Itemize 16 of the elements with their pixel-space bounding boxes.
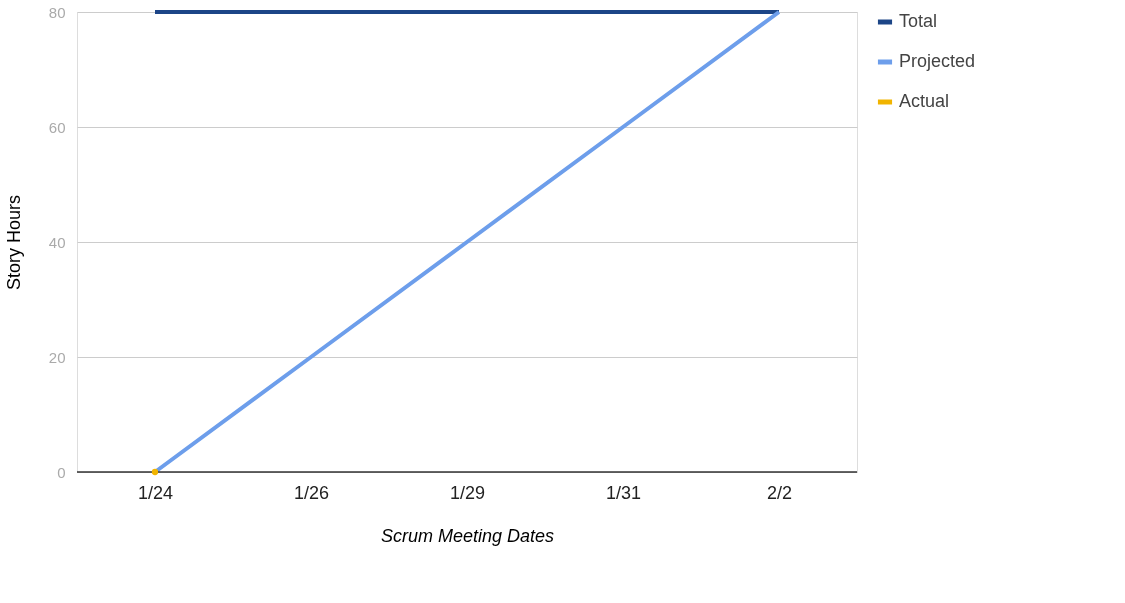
- x-axis-title: Scrum Meeting Dates: [380, 525, 555, 546]
- y-tick-label: 80: [48, 3, 66, 21]
- x-tick-label: 2/2: [766, 482, 793, 503]
- x-tick-label: 1/24: [137, 482, 174, 503]
- x-tick-label: 1/29: [449, 482, 486, 503]
- y-tick-label: 0: [57, 463, 66, 481]
- y-tick-label: 20: [48, 348, 66, 366]
- legend-label: Total: [899, 11, 938, 31]
- y-tick-label: 60: [48, 118, 66, 136]
- x-tick-label: 1/31: [605, 482, 642, 503]
- y-axis-title: Story Hours: [3, 194, 24, 291]
- line-series: [153, 10, 781, 474]
- legend-label: Projected: [899, 51, 976, 71]
- legend-label: Actual: [899, 91, 950, 111]
- y-tick-label: 40: [48, 233, 66, 251]
- x-tick-label: 1/26: [293, 482, 330, 503]
